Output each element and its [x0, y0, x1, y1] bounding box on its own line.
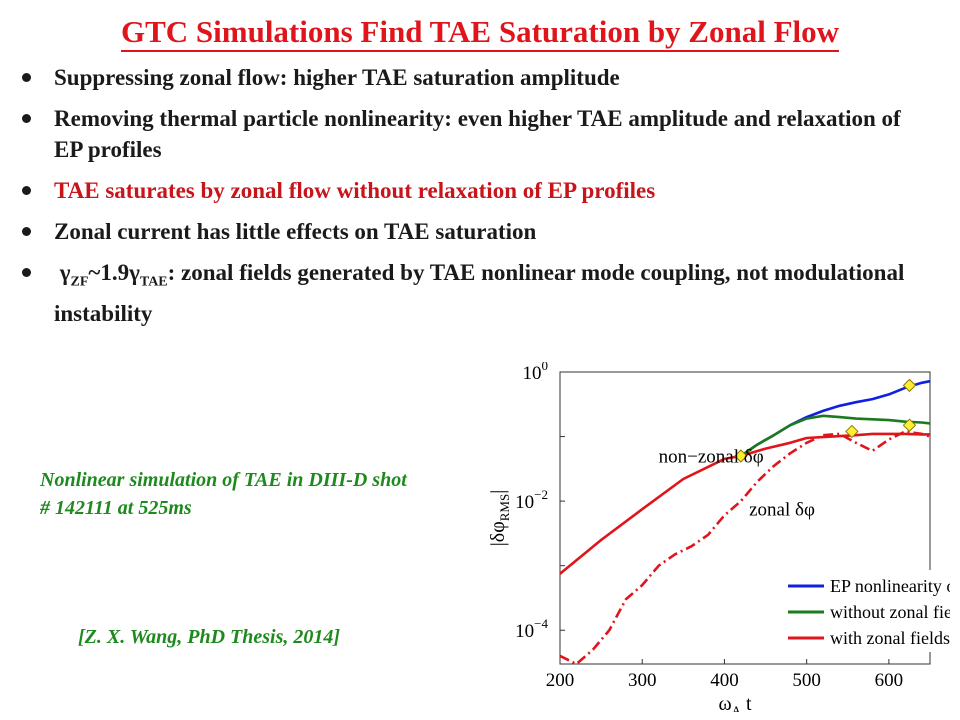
saturation-marker — [902, 378, 917, 393]
legend-label: EP nonlinearity only — [830, 576, 950, 596]
saturation-marker — [734, 449, 748, 463]
x-tick-label: 300 — [628, 670, 657, 691]
x-tick-label: 500 — [792, 670, 821, 691]
bullet-item: Removing thermal particle nonlinearity: … — [14, 103, 914, 165]
bullet-icon — [22, 227, 31, 236]
series-line-1 — [740, 414, 931, 458]
bullet-list: Suppressing zonal flow: higher TAE satur… — [14, 62, 914, 339]
bullet-icon — [22, 73, 31, 82]
plot-frame — [559, 371, 931, 665]
legend-label: with zonal fields — [830, 628, 950, 648]
saturation-marker — [845, 424, 859, 439]
y-axis-label: |δφRMS| — [487, 490, 512, 546]
bullet-text: Zonal current has little effects on TAE … — [54, 219, 537, 244]
annotation-label: zonal δφ — [749, 499, 815, 520]
x-tick-label: 600 — [875, 670, 904, 691]
series-line-2 — [559, 432, 930, 575]
bullet-icon — [22, 114, 31, 123]
bullet-item: Zonal current has little effects on TAE … — [14, 216, 914, 247]
bullet-text: Suppressing zonal flow: higher TAE satur… — [54, 65, 620, 90]
simulation-caption: Nonlinear simulation of TAE in DIII-D sh… — [40, 469, 407, 519]
y-tick-label: 10−2 — [515, 487, 548, 513]
bullet-text: TAE saturates by zonal flow without rela… — [54, 178, 656, 203]
x-tick-label: 400 — [710, 670, 739, 691]
y-tick-label: 100 — [523, 362, 549, 384]
bullet-item-highlighted: TAE saturates by zonal flow without rela… — [14, 175, 914, 206]
y-tick-label: 10−4 — [515, 616, 548, 642]
legend-label: without zonal fields — [830, 602, 950, 622]
slide-title: GTC Simulations Find TAE Saturation by Z… — [0, 14, 960, 52]
reference-caption: [Z. X. Wang, PhD Thesis, 2014] — [78, 626, 341, 648]
bullet-text: Removing thermal particle nonlinearity: … — [54, 106, 901, 162]
bullet-icon — [22, 186, 31, 195]
bullet-item: Suppressing zonal flow: higher TAE satur… — [14, 62, 914, 93]
annotation-label: non−zonal δφ — [659, 446, 764, 467]
amplitude-chart: 200 300 400 500 600 100 10−2 10−4 ωA t |δφRMS| non… — [487, 362, 950, 712]
bullet-icon — [22, 268, 31, 277]
x-tick-label: 200 — [546, 670, 575, 691]
series-line-0 — [740, 379, 931, 458]
series-line-3 — [559, 430, 931, 666]
bullet-text-growth-rate: γZF~1.9γTAE: zonal fields generated by T… — [54, 260, 905, 326]
x-axis-label: ωA t — [718, 693, 752, 712]
bullet-item: γZF~1.9γTAE: zonal fields generated by T… — [14, 257, 914, 329]
saturation-marker — [902, 418, 917, 432]
